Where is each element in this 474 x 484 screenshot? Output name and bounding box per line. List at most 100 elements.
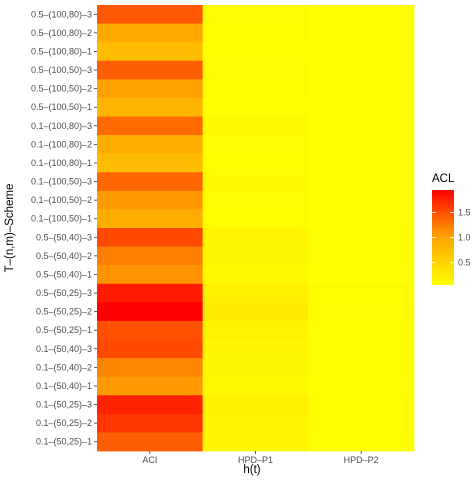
heatmap-cell [202, 116, 309, 136]
x-tick-label: HPD–P1 [238, 455, 273, 465]
heatmap-cell [202, 246, 309, 266]
heatmap-cell [308, 97, 415, 117]
heatmap-cell [97, 228, 204, 247]
heatmap-cell [97, 209, 204, 229]
heatmap-cell [308, 79, 415, 99]
heatmap-cell [308, 432, 415, 452]
legend-tick-label: 0.5 [458, 258, 471, 268]
heatmap-cell [97, 265, 204, 285]
heatmap-cell [202, 60, 309, 80]
y-tick-label: 0.5–(50,25)–2 [36, 307, 92, 317]
heatmap-cell [97, 23, 204, 43]
heatmap-cell [308, 5, 415, 24]
legend-ticks: 0.5 1.0 1.5 [432, 208, 471, 268]
heatmap-cell [202, 42, 309, 62]
heatmap-cell [202, 190, 309, 210]
y-tick-label: 0.1–(50,40)–2 [36, 362, 92, 372]
heatmap-cell [202, 172, 309, 192]
heatmap-cell [308, 172, 415, 192]
x-tick-label: ACI [142, 455, 157, 465]
y-tick-label: 0.1–(100,80)–2 [31, 139, 92, 149]
heatmap-cell [202, 320, 309, 340]
y-tick-label: 0.1–(50,25)–2 [36, 418, 92, 428]
heatmap-cell [202, 79, 309, 99]
heatmap-cell [308, 395, 415, 415]
y-tick-label: 0.5–(100,80)–1 [31, 46, 92, 56]
heatmap-cell [308, 42, 415, 62]
heatmap-cell [97, 60, 204, 80]
y-tick-label: 0.5–(50,25)–3 [36, 288, 92, 298]
y-axis-ticks: 0.5–(100,80)–3 0.5–(100,80)–2 0.5–(100,80)… [31, 9, 97, 447]
heatmap-cell [97, 432, 204, 452]
y-tick-label: 0.1–(50,40)–3 [36, 344, 92, 354]
y-tick-label: 0.5–(100,80)–2 [31, 28, 92, 38]
y-tick-label: 0.5–(50,40)–1 [36, 269, 92, 279]
heatmap-cell [308, 153, 415, 173]
heatmap-cell [202, 283, 309, 303]
heatmap-cell [308, 116, 415, 136]
heatmap-cell [97, 246, 204, 266]
heatmap-cell [308, 320, 415, 340]
y-tick-label: 0.1–(50,25)–3 [36, 400, 92, 410]
legend-title: ACL [432, 173, 455, 185]
heatmap-cell [308, 413, 415, 433]
heatmap-cell [97, 395, 204, 415]
legend: ACL 0.5 1.0 1.5 [432, 173, 471, 285]
heatmap-cell [202, 5, 309, 24]
y-tick-label: 0.5–(100,50)–3 [31, 65, 92, 75]
heatmap-cell [308, 228, 415, 247]
heatmap-cell [97, 376, 204, 396]
heatmap-cell [97, 320, 204, 340]
y-tick-label: 0.1–(100,80)–3 [31, 121, 92, 131]
y-tick-label: 0.5–(100,50)–2 [31, 84, 92, 94]
heatmap-cell [202, 432, 309, 452]
heatmap-cell [202, 97, 309, 117]
y-tick-label: 0.1–(100,80)–1 [31, 158, 92, 168]
heatmap-cell [202, 209, 309, 229]
legend-tick-label: 1.5 [458, 208, 471, 218]
heatmap-cell [97, 116, 204, 136]
heatmap-cell [308, 283, 415, 303]
y-tick-label: 0.5–(50,40)–3 [36, 232, 92, 242]
heatmap-cell [97, 135, 204, 155]
y-tick-label: 0.1–(100,50)–1 [31, 214, 92, 224]
heatmap-cell [308, 376, 415, 396]
heatmap-cell [97, 339, 204, 359]
y-axis-title: T–(n,m)–Scheme [4, 184, 16, 273]
y-tick-label: 0.5–(100,50)–1 [31, 102, 92, 112]
heatmap-cell [202, 228, 309, 247]
heatmap-cell [308, 190, 415, 210]
y-tick-label: 0.5–(50,40)–2 [36, 251, 92, 261]
x-tick-label: HPD–P2 [344, 455, 379, 465]
heatmap-cell [308, 209, 415, 229]
heatmap-cell [202, 339, 309, 359]
heatmap-cell [308, 246, 415, 266]
heatmap-cell [97, 172, 204, 192]
heatmap-cell [308, 339, 415, 359]
heatmap-cell [308, 302, 415, 322]
heatmap-cell [202, 413, 309, 433]
heatmap-cell [202, 23, 309, 43]
heatmap-cell [202, 153, 309, 173]
x-axis-ticks: ACI HPD–P1 HPD–P2 [142, 451, 379, 465]
heatmap-cell [97, 302, 204, 322]
y-tick-label: 0.1–(100,50)–2 [31, 195, 92, 205]
heatmap-cell [308, 265, 415, 285]
legend-tick-label: 1.0 [458, 233, 471, 243]
y-tick-label: 0.1–(50,25)–1 [36, 437, 92, 447]
heatmap-cell [97, 79, 204, 99]
heatmap-cell [97, 358, 204, 378]
heatmap-cell [308, 135, 415, 155]
heatmap-cell [97, 42, 204, 62]
y-tick-label: 0.5–(100,80)–3 [31, 9, 92, 19]
heatmap-cell [308, 60, 415, 80]
legend-colorbar [432, 190, 454, 285]
y-tick-label: 0.1–(50,40)–1 [36, 381, 92, 391]
heatmap-cell [308, 358, 415, 378]
heatmap-cell [308, 23, 415, 43]
heatmap-cell [97, 97, 204, 117]
heatmap-cell [202, 265, 309, 285]
y-tick-label: 0.1–(100,50)–3 [31, 177, 92, 187]
heatmap-cell [97, 5, 204, 24]
